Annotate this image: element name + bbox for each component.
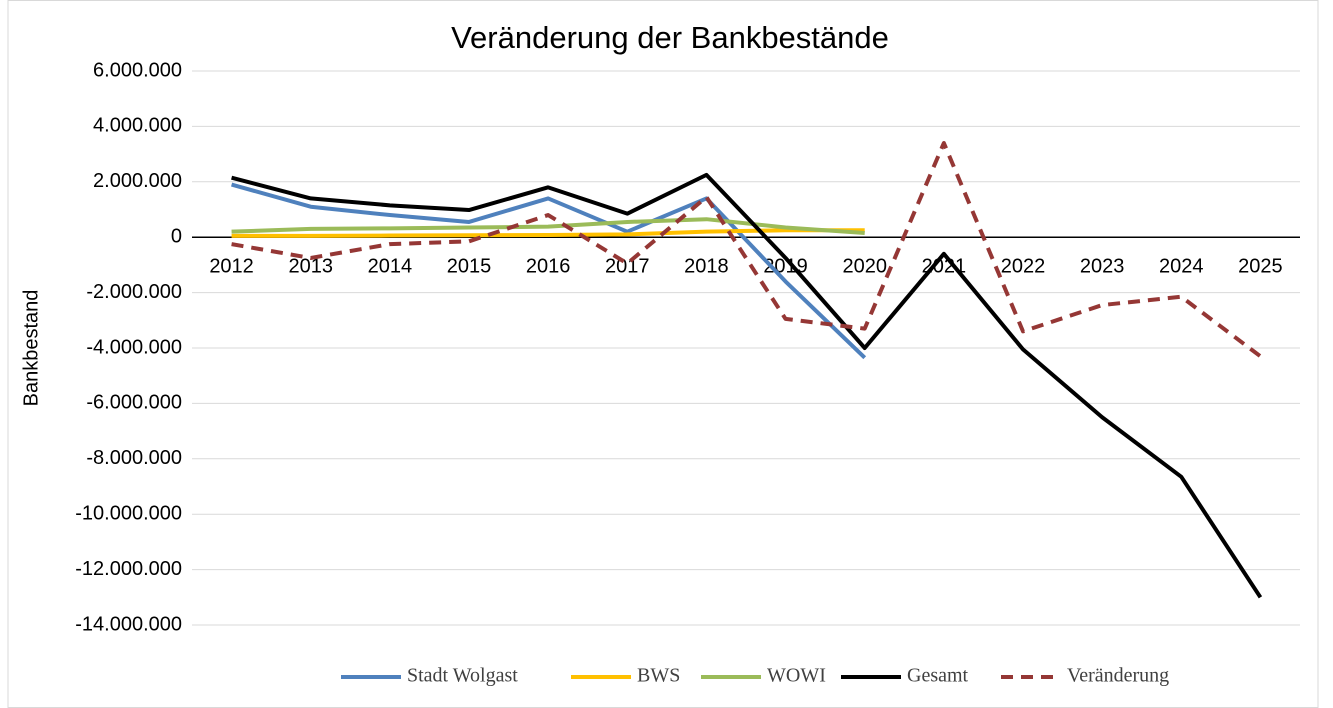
- legend-label: Veränderung: [1067, 665, 1169, 687]
- y-tick-label: -10.000.000: [75, 502, 182, 524]
- y-axis-label: Bankbestand: [20, 290, 42, 407]
- chart-title: Veränderung der Bankbestände: [451, 20, 889, 55]
- y-tick-label: -8.000.000: [86, 447, 182, 469]
- x-tick-label: 2016: [526, 255, 571, 277]
- x-tick-label: 2024: [1159, 255, 1204, 277]
- legend-label: BWS: [637, 665, 680, 687]
- chart-frame: [7, 0, 1319, 708]
- series-line: [231, 172, 1263, 599]
- y-tick-label: 2.000.000: [93, 170, 182, 192]
- legend-label: Gesamt: [907, 665, 969, 687]
- y-tick-label: -14.000.000: [75, 613, 182, 635]
- x-tick-label: 2013: [288, 255, 333, 277]
- x-tick-label: 2022: [1001, 255, 1046, 277]
- x-tick-label: 2020: [842, 255, 887, 277]
- series-line: [231, 217, 865, 236]
- x-tick-label: 2017: [605, 255, 650, 277]
- x-tick-label: 2018: [684, 255, 729, 277]
- x-tick-label: 2012: [209, 255, 254, 277]
- x-tick-label: 2015: [447, 255, 492, 277]
- series-line: [231, 141, 1262, 358]
- y-tick-label: 4.000.000: [93, 115, 182, 137]
- y-tick-label: -12.000.000: [75, 558, 182, 580]
- legend-label: WOWI: [767, 665, 826, 687]
- x-tick-label: 2021: [922, 255, 967, 277]
- y-tick-label: 0: [171, 225, 182, 247]
- legend-label: Stadt Wolgast: [407, 665, 518, 687]
- y-tick-label: -4.000.000: [86, 336, 182, 358]
- x-tick-label: 2023: [1080, 255, 1125, 277]
- y-tick-label: 6.000.000: [93, 59, 182, 81]
- x-tick-label: 2025: [1238, 255, 1283, 277]
- series-line: [231, 182, 867, 360]
- x-tick-label: 2014: [368, 255, 413, 277]
- y-tick-label: -6.000.000: [86, 392, 182, 414]
- y-tick-label: -2.000.000: [86, 281, 182, 303]
